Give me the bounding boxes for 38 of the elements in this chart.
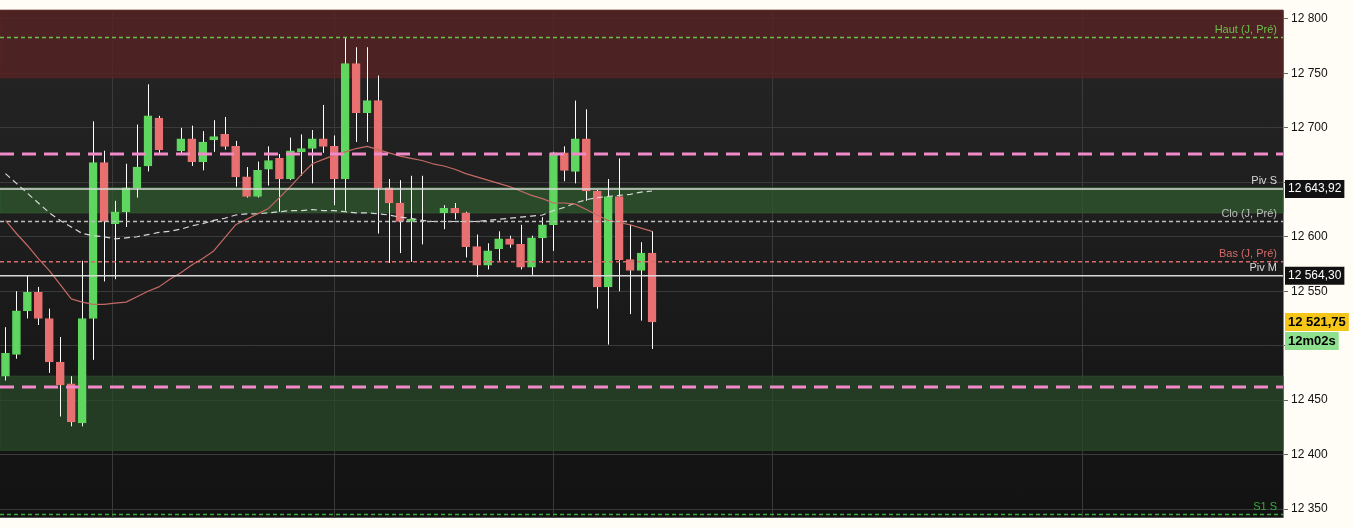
y-tick-label: 12 550 — [1291, 283, 1329, 298]
text: 12 643,92 — [1288, 181, 1342, 196]
candlestick — [406, 175, 416, 263]
candlestick — [472, 234, 482, 278]
ref-line-label: Bas (J, Pré) — [1218, 247, 1277, 260]
candlestick — [275, 153, 284, 213]
candlestick — [187, 125, 197, 167]
ref-line-label: S1 S — [1253, 500, 1277, 513]
y-tick-label: 12 600 — [1291, 229, 1329, 244]
candlestick — [209, 119, 219, 153]
candlestick — [560, 145, 569, 182]
y-tick-label: 12 700 — [1291, 120, 1329, 135]
y-tick-label: 12 750 — [1291, 65, 1329, 80]
candlestick — [516, 224, 525, 270]
candlestick — [23, 275, 32, 319]
y-tick-label: 12 350 — [1291, 501, 1329, 516]
candlestick — [242, 166, 251, 199]
candlestick — [308, 129, 317, 184]
ref-line-label: Clo (J, Pré) — [1221, 207, 1277, 220]
candlestick — [538, 216, 547, 264]
ref-line-label: Piv M — [1249, 261, 1277, 274]
candlestick — [1, 326, 10, 382]
candlestick — [264, 145, 273, 187]
y-tick-label: 12 450 — [1291, 392, 1329, 407]
ref-line-label: Haut (J, Pré) — [1214, 22, 1277, 35]
candlestick — [55, 336, 65, 417]
ref-line-label: Piv S — [1251, 174, 1277, 187]
text: 12 521,75 — [1288, 313, 1346, 329]
candlestick — [297, 133, 306, 177]
candlestick — [439, 204, 449, 230]
candlestick — [494, 230, 503, 262]
y-tick-label: 12 400 — [1291, 446, 1329, 461]
candlestick — [220, 116, 229, 151]
candlestick — [362, 46, 372, 143]
text: 12 564,30 — [1288, 267, 1342, 282]
text: 12m02s — [1288, 332, 1336, 348]
y-tick-label: 12 800 — [1291, 11, 1329, 26]
candlestick — [318, 104, 328, 154]
